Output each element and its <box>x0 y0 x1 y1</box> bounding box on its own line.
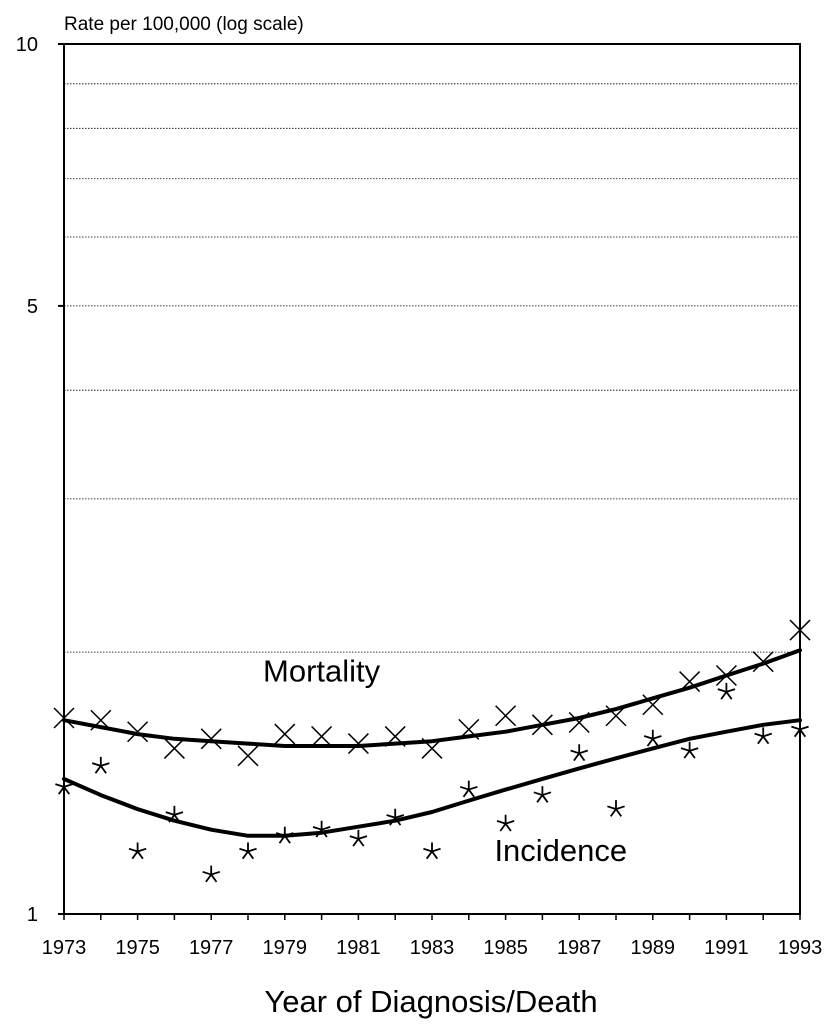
incidence-point <box>386 808 405 826</box>
mortality-point <box>568 711 590 734</box>
y-tick-label: 1 <box>27 904 38 926</box>
x-tick-label: 1989 <box>631 937 676 959</box>
y-tick-label: 10 <box>16 34 38 56</box>
annotation-label: Incidence <box>494 833 627 868</box>
mortality-point <box>200 728 222 750</box>
x-tick-label: 1993 <box>778 937 823 959</box>
x-tick-label: 1985 <box>483 937 528 959</box>
mortality-point <box>53 707 75 729</box>
incidence-point <box>91 756 110 774</box>
incidence-point <box>496 814 515 832</box>
x-axis-ticks: 1973 1975 1977 1979 1981 1983 1985 1987 1989 1991… <box>42 914 823 959</box>
fit-line-mortality <box>62 648 802 748</box>
incidence-point <box>165 805 184 823</box>
grid-lines <box>64 83 800 653</box>
data-points <box>53 619 811 883</box>
incidence-point <box>239 842 257 860</box>
fit-lines <box>62 648 802 838</box>
mortality-point <box>237 745 259 767</box>
mortality-point <box>90 709 112 731</box>
x-tick-label: 1983 <box>410 937 455 959</box>
incidence-point <box>128 842 147 860</box>
x-tick-label: 1977 <box>189 937 234 959</box>
incidence-point <box>459 780 478 798</box>
y-axis-label: Rate per 100,000 (log scale) <box>64 14 304 35</box>
incidence-point <box>680 741 699 759</box>
incidence-point <box>643 729 662 747</box>
incidence-point <box>423 842 441 860</box>
incidence-point <box>607 800 625 817</box>
plot-area-frame <box>63 43 801 915</box>
x-tick-label: 1981 <box>336 937 381 959</box>
mortality-point <box>421 737 443 759</box>
y-tick-label: 5 <box>27 296 38 318</box>
x-tick-label: 1987 <box>557 937 602 959</box>
mortality-point <box>127 721 149 743</box>
mortality-point <box>458 718 480 740</box>
annotations: Mortality Incidence <box>263 654 627 869</box>
mortality-point <box>495 705 517 727</box>
incidence-point <box>791 720 809 738</box>
x-tick-label: 1979 <box>263 937 308 959</box>
mortality-point <box>789 619 811 641</box>
mortality-point <box>605 705 627 727</box>
incidence-point <box>533 786 552 803</box>
incidence-point <box>202 865 221 883</box>
mortality-point <box>531 714 553 736</box>
mortality-point <box>274 723 296 745</box>
incidence-point <box>754 727 773 745</box>
x-tick-label: 1991 <box>704 937 749 959</box>
mortality-point <box>752 651 774 673</box>
mortality-point <box>384 725 406 747</box>
mortality-point <box>311 725 333 747</box>
x-axis-label: Year of Diagnosis/Death <box>264 984 597 1019</box>
x-tick-label: 1973 <box>42 937 87 959</box>
incidence-point <box>570 744 589 762</box>
annotation-label: Mortality <box>263 654 381 689</box>
incidence-point <box>275 826 294 844</box>
incidence-point <box>717 682 736 700</box>
incidence-point <box>349 829 368 847</box>
mortality-point <box>715 664 737 687</box>
fit-line-incidence <box>62 718 802 838</box>
x-tick-label: 1975 <box>115 937 160 959</box>
mortality-point <box>642 694 664 716</box>
mortality-point <box>163 737 185 759</box>
incidence-point <box>55 777 73 795</box>
mortality-point <box>679 671 701 693</box>
incidence-point <box>312 820 331 838</box>
mortality-point <box>347 733 369 755</box>
